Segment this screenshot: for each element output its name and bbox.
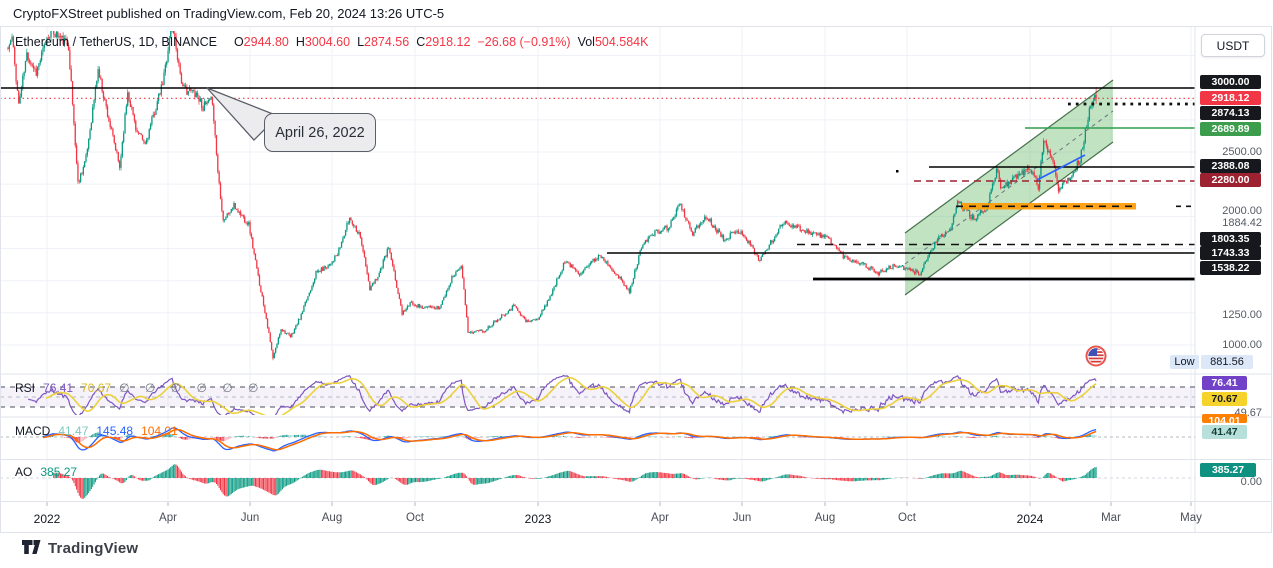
indicator-value-chip: 104.01	[1202, 414, 1247, 423]
indicator-value-chip: 76.41	[1202, 376, 1247, 390]
high-label: H	[295, 35, 305, 49]
time-axis-label: Aug	[814, 512, 836, 524]
rsi-value: 76.41	[43, 381, 74, 395]
price-label-chip: 1803.35	[1200, 232, 1261, 246]
rsi-label: RSI	[15, 381, 36, 395]
price-label-chip: 2689.89	[1200, 122, 1261, 136]
time-axis-label: Jun	[732, 512, 752, 524]
close-value: 2918.12	[425, 35, 471, 49]
time-axis-label: Mar	[1101, 512, 1121, 524]
macd-label: MACD	[15, 424, 51, 438]
rsi-empty-values: ∅ ∅ ∅ ∅ ∅ ∅	[119, 381, 265, 395]
open-label: O	[233, 35, 244, 49]
price-label-chip: 3000.00	[1200, 75, 1261, 89]
price-scale-value: 0.00	[1240, 476, 1262, 488]
time-axis-label: May	[1180, 512, 1202, 524]
chart-frame	[0, 26, 1272, 533]
open-value: 2944.80	[243, 35, 289, 49]
time-axis-label: Jun	[240, 512, 260, 524]
price-label-chip: 1538.22	[1200, 261, 1261, 275]
indicator-value-chip: 385.27	[1200, 463, 1256, 477]
indicator-value-chip: 41.47	[1202, 425, 1247, 439]
price-scale-value: 1884.42	[1222, 217, 1262, 229]
price-label-chip: 1743.33	[1200, 246, 1261, 260]
rsi-status-line: RSI 76.41 70.67 ∅ ∅ ∅ ∅ ∅ ∅	[15, 381, 272, 395]
volume-value: 504.584K	[594, 35, 649, 49]
currency-unit-button[interactable]: USDT	[1201, 34, 1265, 57]
tradingview-wordmark: TradingView	[48, 540, 139, 557]
ao-label: AO	[15, 465, 33, 479]
price-scale-value: 1250.00	[1222, 309, 1262, 321]
publish-header: CryptoFXStreet published on TradingView.…	[13, 6, 445, 21]
footer-brand: TradingView	[22, 540, 138, 557]
ao-value: 385.27	[40, 465, 78, 479]
low-value: 2874.56	[364, 35, 410, 49]
macd-signal-value: 104.01	[141, 424, 178, 438]
change-value: −26.68 (−0.91%)	[477, 35, 571, 49]
macd-line-value: 145.48	[96, 424, 134, 438]
macd-status-line: MACD 41.47 145.48 104.01	[15, 424, 186, 438]
price-label-chip: 2280.00	[1200, 173, 1261, 187]
tradingview-logo-icon	[22, 540, 41, 554]
time-axis-label: 2024	[1016, 512, 1044, 526]
low-value-chip: 881.56	[1201, 355, 1253, 369]
indicator-value-chip: 70.67	[1202, 392, 1247, 406]
callout-april-26-2022[interactable]: April 26, 2022	[264, 113, 376, 152]
time-axis-label: Apr	[651, 512, 669, 524]
time-axis-label: Aug	[321, 512, 343, 524]
price-label-chip: 2874.13	[1200, 106, 1261, 120]
low-label: L	[357, 35, 365, 49]
ao-status-line: AO 385.27	[15, 465, 85, 479]
rsi-ma-value: 70.67	[81, 381, 112, 395]
price-scale-value: 2000.00	[1222, 205, 1262, 217]
symbol-status-line: Ethereum / TetherUS, 1D, BINANCE O2944.80…	[15, 35, 648, 49]
symbol-title: Ethereum / TetherUS, 1D, BINANCE	[15, 35, 217, 49]
price-label-chip: 2918.12	[1200, 91, 1261, 105]
time-axis-label: 2022	[33, 512, 61, 526]
time-axis-label: Oct	[406, 512, 424, 524]
volume-label: Vol	[577, 35, 595, 49]
price-label-chip: 2388.08	[1200, 159, 1261, 173]
low-prefix-chip: Low	[1170, 355, 1199, 369]
time-axis-label: Oct	[898, 512, 916, 524]
macd-hist-value: 41.47	[58, 424, 89, 438]
time-axis-label: Apr	[159, 512, 177, 524]
price-scale-value: 2500.00	[1222, 146, 1262, 158]
time-axis-label: 2023	[524, 512, 552, 526]
price-scale-value: 1000.00	[1222, 339, 1262, 351]
close-label: C	[416, 35, 426, 49]
high-value: 3004.60	[304, 35, 351, 49]
